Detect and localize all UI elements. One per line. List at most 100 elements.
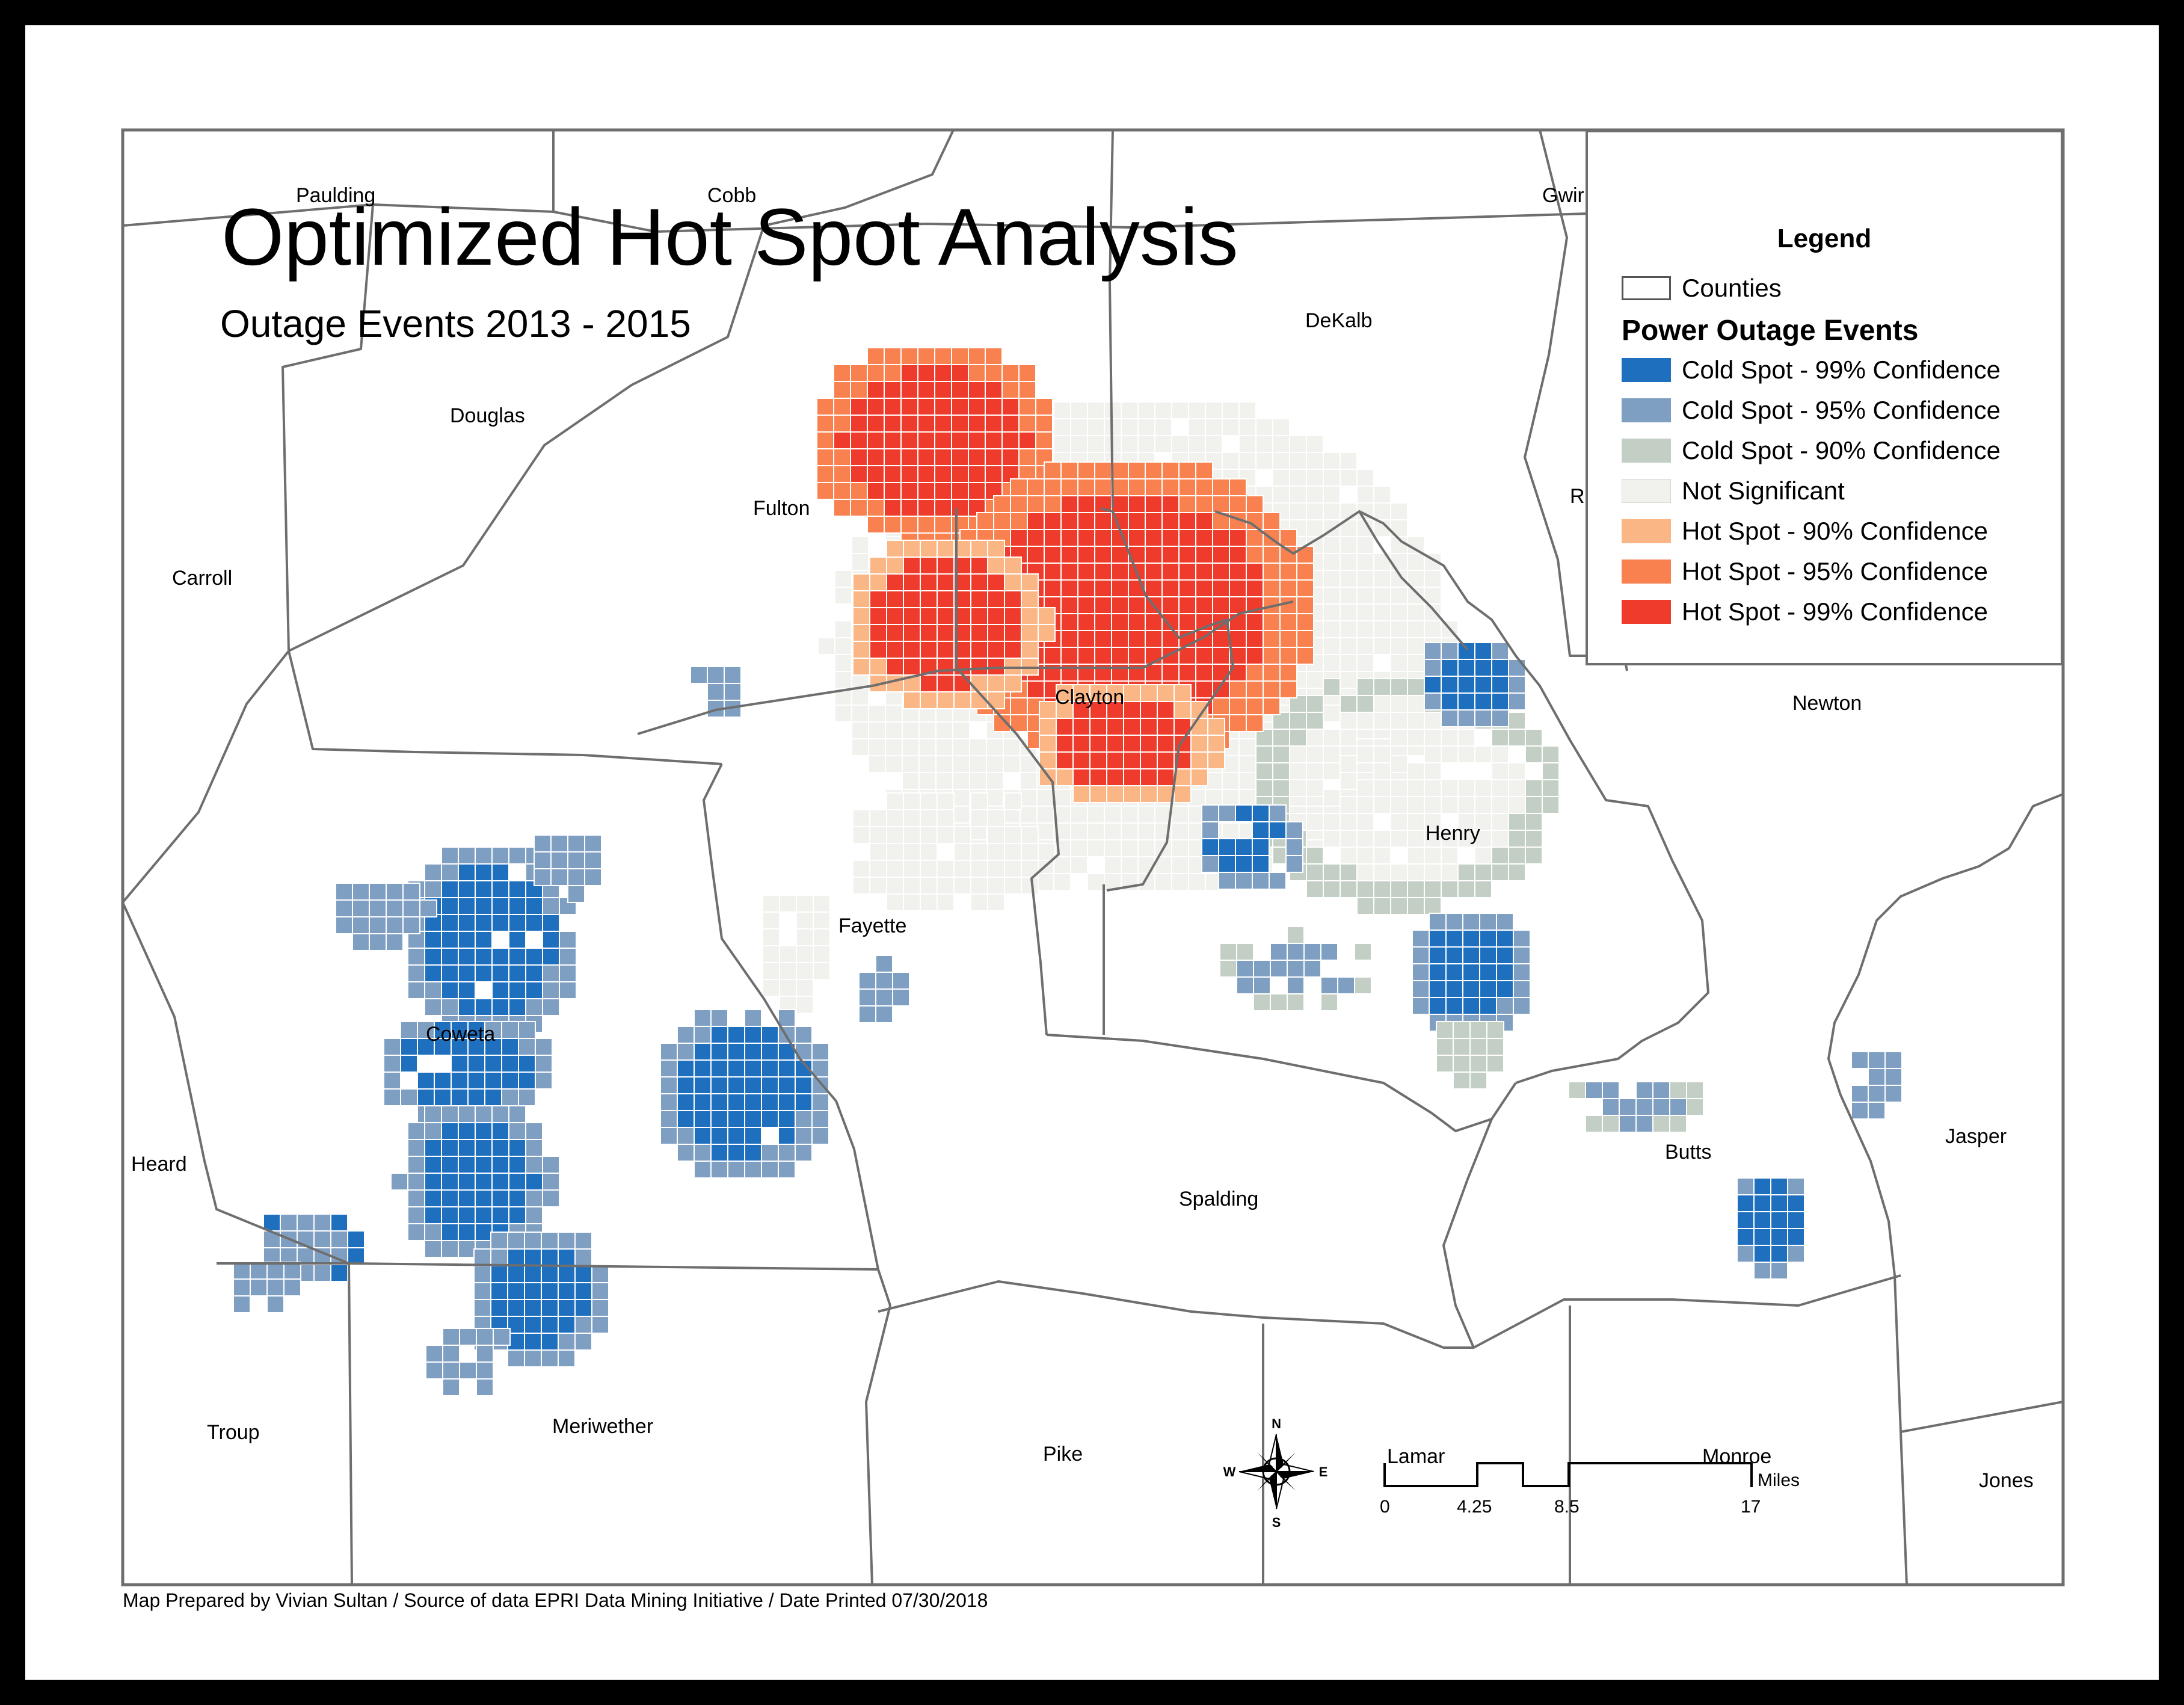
grid-cell	[987, 809, 1005, 827]
grid-cell	[1306, 880, 1324, 898]
grid-cell	[1868, 1085, 1886, 1103]
grid-cell	[1157, 684, 1175, 702]
grid-cell	[1190, 768, 1208, 786]
grid-cell	[525, 1122, 543, 1140]
grid-cell	[1469, 1038, 1487, 1056]
grid-cell	[1356, 712, 1374, 730]
grid-cell	[986, 789, 1004, 807]
grid-cell	[1373, 830, 1391, 848]
grid-cell	[867, 448, 885, 466]
grid-cell	[1253, 976, 1271, 994]
grid-cell	[1238, 789, 1257, 807]
grid-cell	[1407, 712, 1425, 730]
grid-cell	[1263, 512, 1281, 530]
grid-cell	[386, 883, 404, 901]
grid-cell	[1157, 735, 1175, 753]
grid-cell	[951, 381, 969, 399]
grid-cell	[1356, 553, 1374, 571]
grid-cell	[407, 1122, 425, 1140]
grid-cell	[727, 1043, 745, 1061]
grid-cell	[1027, 512, 1045, 530]
county-boundary	[955, 508, 1060, 1035]
grid-cell	[386, 916, 404, 934]
grid-cell	[867, 431, 885, 449]
grid-cell	[1474, 709, 1492, 727]
grid-cell	[937, 590, 955, 608]
grid-cell	[1323, 570, 1341, 588]
grid-cell	[727, 1026, 745, 1044]
grid-cell	[761, 1144, 779, 1162]
grid-cell	[1077, 630, 1095, 648]
grid-cell	[1195, 579, 1213, 597]
grid-cell	[920, 540, 938, 558]
grid-cell	[953, 877, 971, 895]
grid-cell	[1218, 838, 1236, 856]
grid-cell	[1056, 718, 1074, 736]
grid-cell	[233, 1262, 251, 1280]
grid-cell	[1161, 461, 1180, 479]
grid-cell	[518, 1038, 536, 1056]
grid-cell	[690, 666, 708, 684]
grid-cell	[1412, 997, 1430, 1015]
grid-cell	[1004, 557, 1022, 575]
grid-cell	[987, 607, 1005, 625]
grid-cell	[1087, 401, 1105, 419]
grid-cell	[1178, 563, 1196, 581]
grid-cell	[1123, 735, 1141, 753]
grid-cell	[475, 1206, 493, 1224]
grid-cell	[1035, 415, 1053, 433]
grid-cell	[1111, 478, 1129, 496]
grid-cell	[1246, 563, 1264, 581]
grid-cell	[1441, 863, 1459, 881]
grid-cell	[1229, 478, 1247, 496]
grid-cell	[867, 347, 885, 365]
grid-cell	[1491, 813, 1509, 831]
grid-cell	[1238, 755, 1257, 773]
grid-cell	[1279, 647, 1297, 665]
grid-cell	[1340, 452, 1358, 470]
grid-cell	[524, 1316, 542, 1334]
north-arrow: N S E W	[1223, 1416, 1328, 1530]
grid-cell	[407, 1173, 425, 1191]
grid-cell	[1021, 641, 1039, 659]
grid-cell	[1296, 613, 1314, 631]
grid-cell	[1407, 796, 1425, 814]
grid-cell	[935, 738, 953, 756]
grid-cell	[1373, 570, 1391, 588]
grid-cell	[1323, 536, 1341, 554]
grid-cell	[1161, 546, 1180, 564]
grid-cell	[1390, 570, 1408, 588]
grid-cell	[524, 1248, 542, 1266]
grid-cell	[1356, 813, 1374, 831]
grid-cell	[591, 1282, 609, 1300]
grid-cell	[727, 1110, 745, 1128]
grid-cell	[987, 860, 1005, 878]
grid-cell	[541, 1316, 559, 1334]
grid-cell	[710, 1161, 728, 1179]
grid-cell	[1053, 401, 1071, 419]
grid-cell	[424, 1173, 442, 1191]
grid-cell	[1137, 806, 1155, 824]
grid-cell	[1508, 796, 1526, 814]
grid-cell	[813, 962, 831, 980]
grid-cell	[1111, 630, 1129, 648]
grid-cell	[968, 364, 986, 382]
grid-cell	[1104, 856, 1122, 874]
grid-cell	[525, 897, 543, 915]
grid-cell	[490, 1282, 508, 1300]
grid-cell	[1424, 659, 1442, 677]
grid-cell	[987, 893, 1005, 911]
grid-cell	[233, 1295, 251, 1313]
grid-cell	[935, 772, 953, 790]
grid-cell	[424, 981, 442, 999]
grid-cell	[473, 1299, 491, 1317]
county-label-douglas: Douglas	[450, 404, 525, 427]
grid-cell	[419, 899, 437, 917]
grid-cell	[1072, 751, 1090, 769]
grid-cell	[541, 1333, 559, 1351]
grid-cell	[1356, 654, 1374, 672]
grid-cell	[1128, 529, 1146, 547]
grid-cell	[951, 482, 969, 500]
grid-cell	[484, 1038, 502, 1056]
grid-cell	[677, 1093, 695, 1111]
